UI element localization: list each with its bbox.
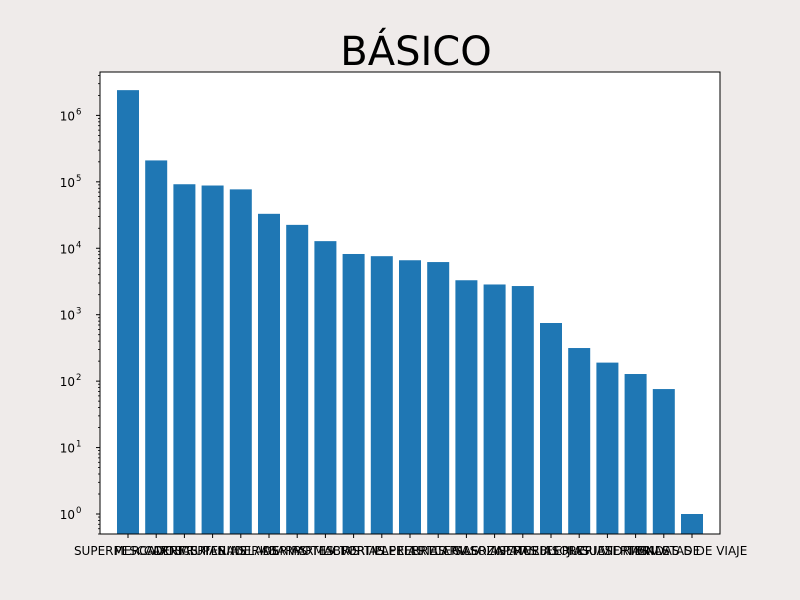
y-tick-base: 10 [60, 242, 75, 256]
bars-group [117, 90, 703, 535]
y-tick-base: 10 [60, 309, 75, 323]
x-tick-label: PESCADERIAS [114, 544, 198, 558]
y-tick-label: 10 [60, 442, 75, 456]
x-tick-label: FLORERIAS [546, 544, 612, 558]
y-tick-label: 10 [60, 375, 75, 389]
x-tick-label: CARNICERIAS [144, 544, 225, 558]
bar-10 [370, 256, 393, 534]
x-tick-label: TLAPALERIAS [426, 544, 506, 558]
y-tick-exponent: 0 [76, 506, 81, 516]
y-tick-base: 10 [60, 375, 75, 389]
x-tick-label: TIENDAS DE [626, 544, 700, 558]
y-tick-base: 10 [60, 176, 75, 190]
bar-19 [624, 374, 647, 534]
x-tick-label: FERRETERIAS [398, 544, 479, 558]
bar-21 [681, 514, 703, 534]
bar-6 [258, 213, 280, 534]
bar-14 [483, 284, 506, 534]
x-tick-label: GASOLINERAS [452, 544, 537, 558]
y-tick-base: 10 [60, 508, 75, 522]
y-tick-label: 10 [60, 176, 75, 190]
x-tick-label: MALETAS DE VIAJE [637, 544, 748, 558]
x-tick-label: VIDRIERIAS [602, 544, 670, 558]
bar-11 [399, 260, 421, 534]
bar-5 [229, 189, 252, 534]
bar-7 [286, 224, 309, 534]
bar-16 [540, 323, 562, 534]
x-tick-label: FARMACIAS [291, 544, 359, 558]
bar-1 [117, 90, 139, 534]
bar-4 [201, 185, 224, 534]
y-tick-exponent: 3 [76, 307, 81, 317]
y-tick-label: 10 [60, 109, 75, 123]
y-tick-label: 10 [60, 242, 75, 256]
x-tick-label: TORTILLERIAS [339, 544, 424, 558]
bar-18 [596, 362, 619, 534]
bar-13 [455, 280, 478, 534]
x-tick-label: ABARROTES [261, 544, 334, 558]
bar-12 [427, 262, 450, 534]
bar-8 [314, 241, 337, 534]
bar-20 [652, 389, 675, 534]
x-tick-label: JUGUETERIAS [566, 544, 648, 558]
y-tick-base: 10 [60, 109, 75, 123]
bar-15 [511, 286, 534, 534]
bar-17 [568, 348, 591, 534]
x-tick-label: HELADERIAS [231, 544, 307, 558]
y-tick-label: 10 [60, 309, 75, 323]
x-tick-label: FRUTERIAS [179, 544, 246, 558]
x-axis: SUPERMERCADOSPESCADERIASCARNICERIASFRUTE… [74, 534, 747, 558]
y-tick-label: 10 [60, 508, 75, 522]
bar-2 [145, 160, 168, 535]
y-tick-exponent: 2 [76, 373, 81, 383]
y-tick-exponent: 6 [76, 107, 81, 117]
x-tick-label: SUPERMERCADOS [74, 544, 182, 558]
y-tick-base: 10 [60, 442, 75, 456]
chart-title: BÁSICO [340, 27, 491, 75]
x-tick-label: LIBRERIAS [323, 544, 385, 558]
y-tick-exponent: 5 [76, 174, 81, 184]
x-tick-label: PANADERIAS [203, 544, 279, 558]
x-tick-label: ZAPATERIAS [486, 544, 559, 558]
x-tick-label: MUEBLERIAS [513, 544, 590, 558]
plot-frame [99, 71, 721, 535]
y-tick-exponent: 4 [76, 240, 81, 250]
y-tick-exponent: 1 [76, 440, 81, 450]
bar-3 [173, 184, 196, 535]
bar-9 [342, 253, 365, 535]
x-tick-label: PAPELERIAS [374, 544, 445, 558]
